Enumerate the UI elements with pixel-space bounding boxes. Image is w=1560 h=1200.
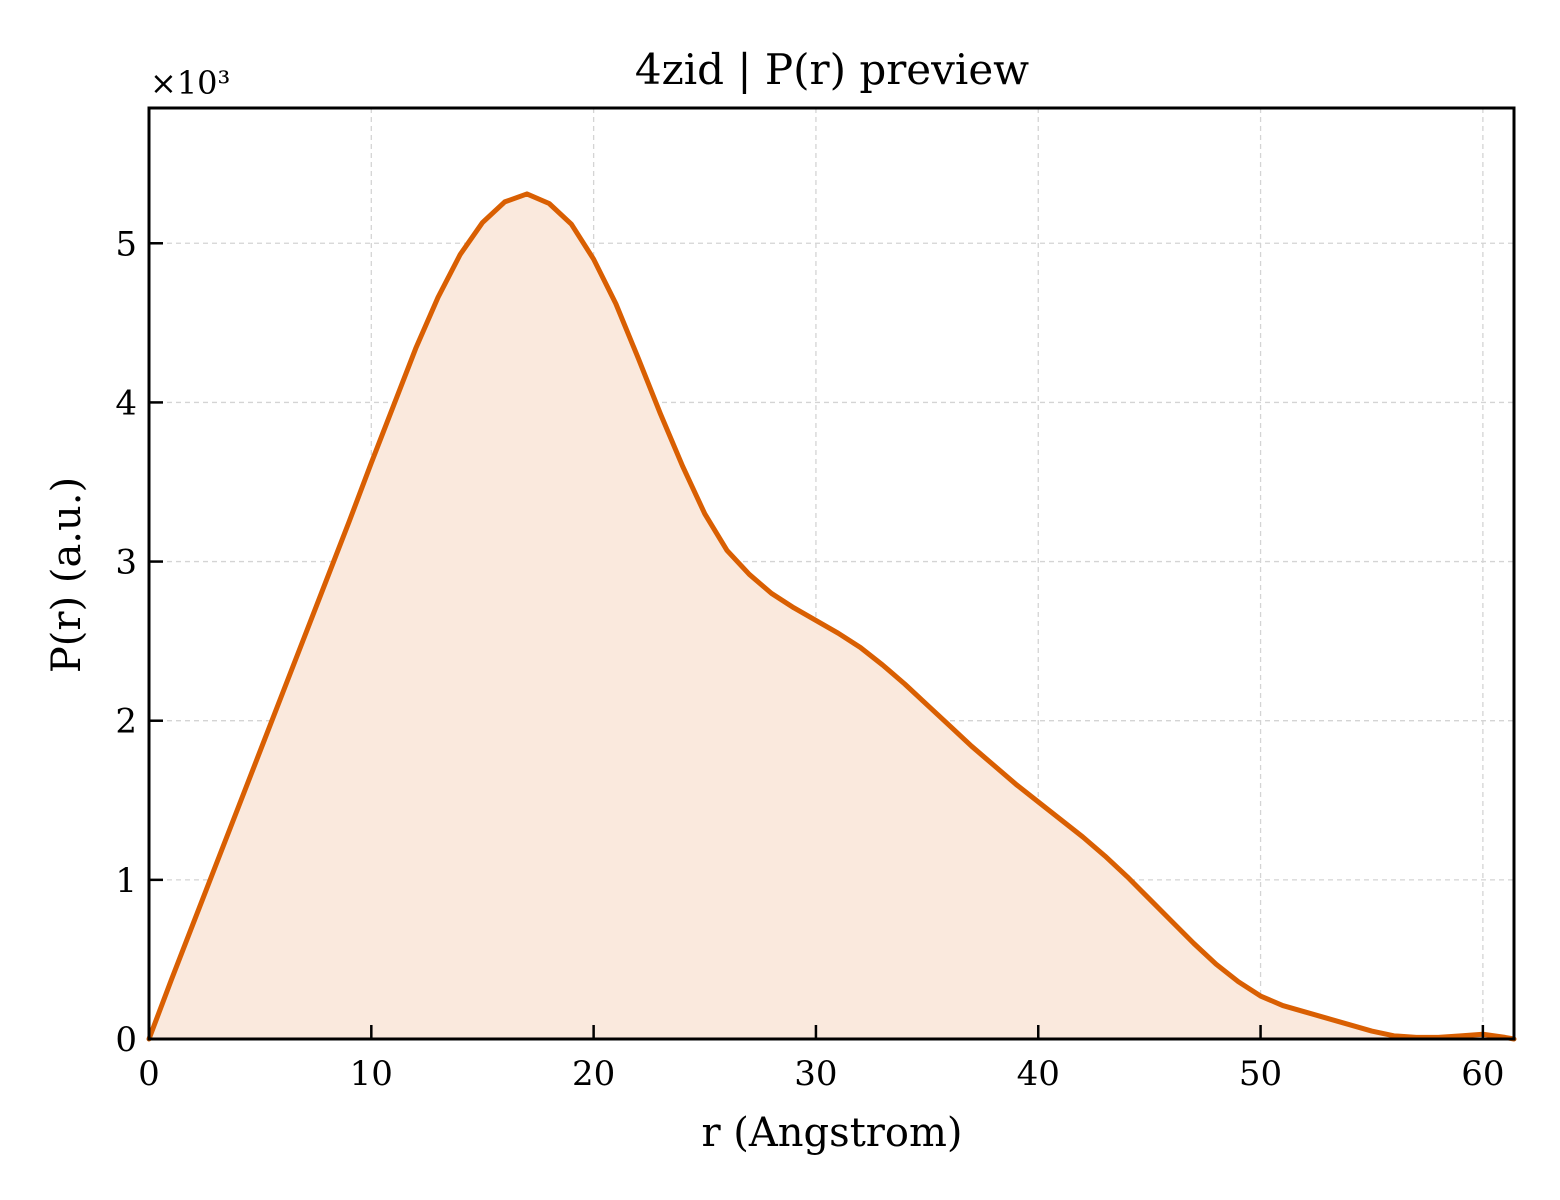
x-tick-label: 60 <box>1461 1054 1504 1094</box>
y-tick-label: 1 <box>115 861 137 901</box>
x-tick-label: 50 <box>1239 1054 1282 1094</box>
y-axis-label: P(r) (a.u.) <box>44 477 90 673</box>
pr-curve-line <box>146 191 1517 1042</box>
x-tick-label: 0 <box>138 1054 160 1094</box>
y-axis-multiplier: ×10³ <box>150 64 230 102</box>
y-tick-label: 4 <box>115 383 137 423</box>
y-tick-label: 2 <box>115 702 137 742</box>
x-tick-label: 20 <box>572 1054 615 1094</box>
y-tick-label: 3 <box>115 543 137 583</box>
x-axis-label: r (Angstrom) <box>701 1110 962 1156</box>
pr-area-fill <box>149 193 1514 1039</box>
x-tick-label: 10 <box>350 1054 393 1094</box>
ticks: 0 10 20 30 40 50 60 0 1 2 3 4 5 <box>115 224 1504 1094</box>
x-tick-label: 30 <box>794 1054 837 1094</box>
x-tick-label: 40 <box>1017 1054 1060 1094</box>
y-tick-label: 0 <box>115 1020 137 1060</box>
y-tick-label: 5 <box>115 224 137 264</box>
chart-title: 4zid | P(r) preview <box>635 45 1029 94</box>
plot-frame <box>147 106 1516 1041</box>
